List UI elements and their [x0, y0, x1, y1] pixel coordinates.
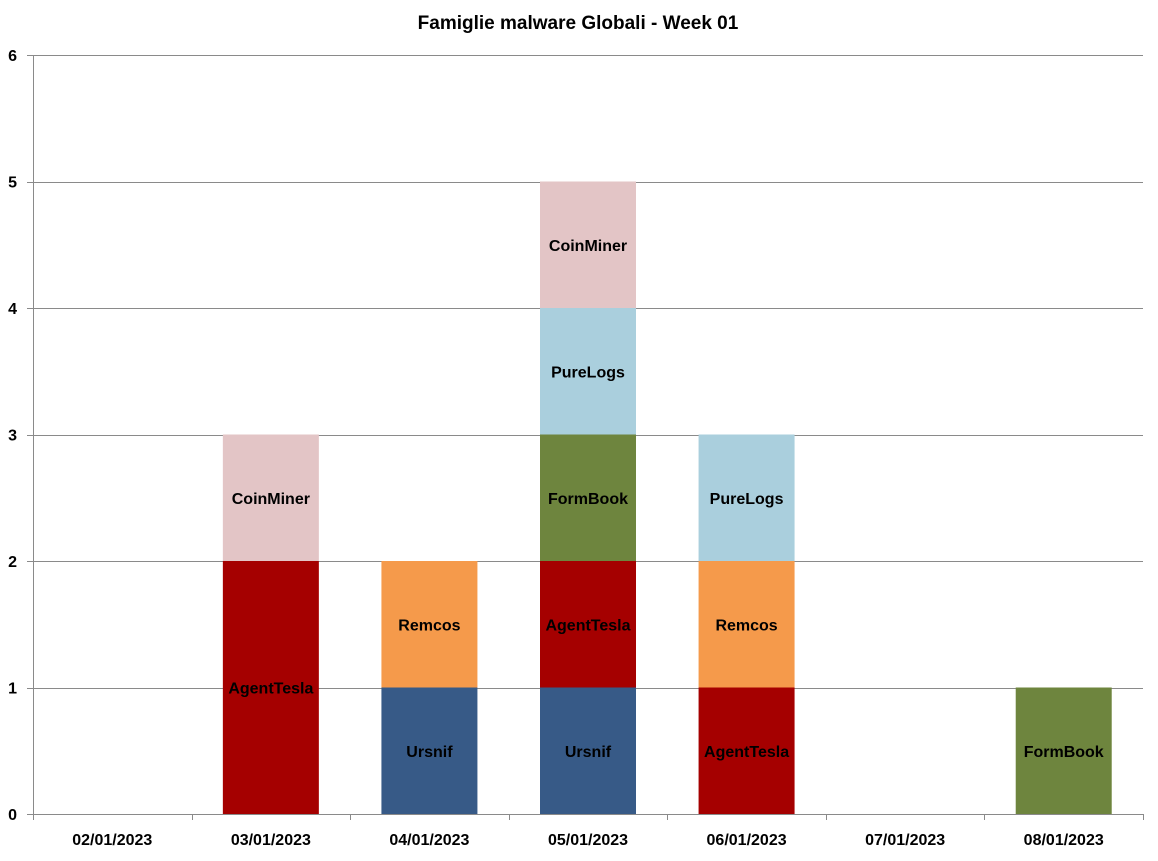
bar-segment-label: CoinMiner — [232, 491, 310, 508]
bar-segment-label: CoinMiner — [549, 238, 627, 255]
bar-segment-purelogs — [698, 434, 795, 561]
bar-segment-ursnif — [540, 687, 636, 814]
x-tick-label: 08/01/2023 — [1024, 832, 1104, 849]
bar-segment-ursnif — [381, 687, 478, 814]
bar-segment-label: PureLogs — [710, 491, 784, 508]
y-tick-label: 2 — [8, 554, 17, 571]
bar-segment-remcos — [381, 561, 478, 688]
bar-segment-label: FormBook — [1024, 744, 1104, 761]
y-tick-label: 3 — [8, 428, 17, 445]
bar-segment-label: Ursnif — [565, 744, 612, 761]
x-tick-label: 02/01/2023 — [72, 832, 152, 849]
bar-segment-purelogs — [540, 308, 636, 435]
bar-segment-label: PureLogs — [551, 364, 625, 381]
y-tick-label: 0 — [8, 807, 17, 824]
x-tick-label: 06/01/2023 — [707, 832, 787, 849]
bars — [222, 181, 1112, 814]
chart-title: Famiglie malware Globali - Week 01 — [418, 13, 739, 34]
bar-segment-label: FormBook — [548, 491, 628, 508]
y-tick-label: 6 — [8, 48, 17, 65]
bar-segment-remcos — [698, 561, 795, 688]
x-tick-label: 03/01/2023 — [231, 832, 311, 849]
tick-labels: 0 1 2 3 4 5 6 AgentTesla CoinMiner Ursnif Remcos Ur… — [8, 48, 1104, 849]
bar-segment-label: Remcos — [715, 617, 777, 634]
bar-segment-agenttesla — [540, 561, 636, 688]
bar-segment-formbook — [1015, 687, 1112, 814]
x-tick-label: 07/01/2023 — [865, 832, 945, 849]
y-tick-label: 5 — [8, 175, 17, 192]
bar-segment-coinminer — [540, 181, 636, 308]
bar-segment-label: AgentTesla — [545, 617, 630, 634]
x-tick-label: 04/01/2023 — [389, 832, 469, 849]
bar-segment-label: AgentTesla — [228, 681, 313, 698]
y-tick-label: 1 — [8, 681, 17, 698]
bar-segment-label: Ursnif — [406, 744, 453, 761]
x-tick-label: 05/01/2023 — [548, 832, 628, 849]
bar-segment-label: Remcos — [398, 617, 460, 634]
bar-segment-coinminer — [222, 434, 319, 561]
bar-segment-label: AgentTesla — [704, 744, 789, 761]
bar-segment-agenttesla — [222, 561, 319, 814]
y-tick-label: 4 — [8, 301, 17, 318]
axes — [27, 55, 1144, 820]
bar-segment-agenttesla — [698, 687, 795, 814]
bar-segment-formbook — [540, 434, 636, 561]
